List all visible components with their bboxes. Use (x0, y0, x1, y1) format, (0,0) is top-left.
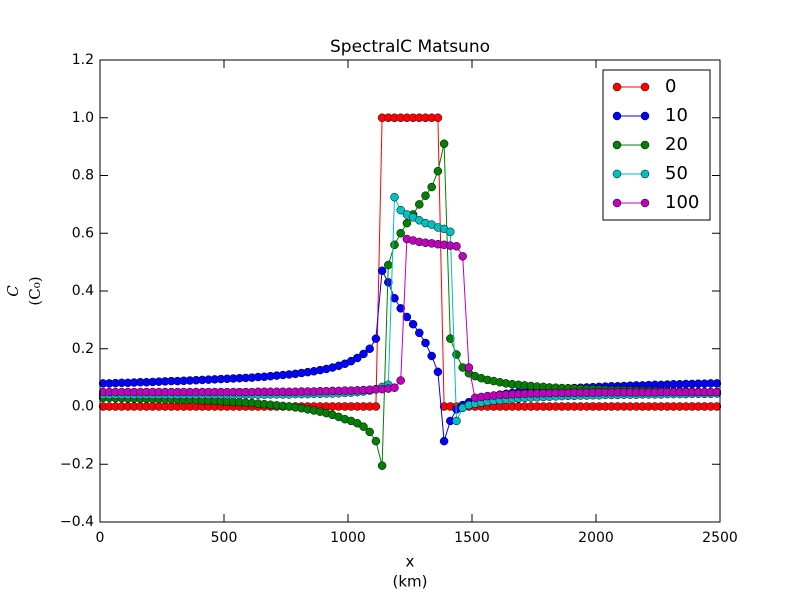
y-tick-label: 0.6 (72, 225, 94, 241)
data-point (377, 461, 387, 470)
legend-marker (640, 111, 650, 121)
y-axis-label: C (4, 285, 22, 297)
data-point (384, 260, 393, 270)
data-point (402, 218, 412, 228)
x-tick-label: 500 (211, 530, 238, 546)
data-point (427, 182, 436, 192)
y-tick-label: −0.2 (60, 456, 94, 472)
y-tick-label: −0.4 (60, 514, 94, 530)
data-point (415, 200, 424, 209)
data-point (712, 379, 722, 388)
data-point (427, 351, 436, 361)
data-point (446, 227, 455, 237)
data-point (421, 191, 430, 200)
y-tick-label: 0.8 (72, 168, 94, 184)
legend-label: 0 (665, 76, 676, 97)
y-tick-label: 0.0 (72, 399, 94, 415)
data-point (390, 192, 399, 202)
data-point (390, 240, 399, 250)
data-point (396, 376, 405, 385)
data-point (396, 304, 405, 313)
legend-marker (640, 169, 650, 179)
chart-title: SpectralC Matsuno (330, 37, 490, 57)
x-axis-label: x (406, 553, 415, 571)
data-point (365, 427, 374, 437)
data-point (712, 402, 722, 411)
data-point (439, 436, 449, 446)
legend-label: 10 (665, 105, 688, 126)
data-point (365, 344, 374, 353)
data-point (371, 334, 381, 343)
data-point (359, 422, 368, 431)
data-point (390, 293, 399, 303)
data-point (452, 350, 461, 359)
x-tick-label: 0 (96, 530, 105, 546)
legend-marker (612, 82, 622, 92)
data-point (390, 383, 399, 392)
data-point (396, 229, 405, 238)
legend-label: 50 (665, 163, 688, 184)
plot-frame (99, 59, 721, 523)
data-point (464, 363, 474, 372)
data-point (415, 328, 424, 338)
data-point (458, 252, 467, 261)
x-tick-label: 1000 (330, 530, 366, 546)
data-point (353, 353, 362, 363)
y-tick-label: 1.0 (72, 110, 94, 126)
data-point (433, 113, 443, 122)
data-point (421, 338, 430, 348)
y-tick-label: 0.2 (72, 341, 94, 357)
y-axis-label: (C₀) (26, 276, 44, 305)
legend-marker (612, 198, 622, 208)
x-axis-label: (km) (392, 573, 427, 591)
data-point (452, 241, 461, 251)
x-tick-label: 1500 (454, 530, 490, 546)
legend-label: 100 (665, 192, 699, 213)
data-point (396, 205, 405, 215)
legend-label: 20 (665, 134, 688, 155)
y-tick-label: 1.2 (72, 52, 94, 68)
data-point (408, 319, 418, 329)
data-point (446, 334, 455, 343)
data-point (371, 436, 381, 446)
legend-marker (640, 198, 650, 208)
data-point (371, 402, 381, 411)
data-point (377, 266, 387, 276)
data-point (402, 312, 412, 322)
legend-marker (640, 140, 650, 150)
legend-marker (612, 111, 622, 121)
x-tick-label: 2500 (702, 530, 738, 546)
legend-marker (640, 82, 650, 92)
data-point (712, 387, 722, 397)
data-point (433, 367, 443, 377)
data-point (359, 349, 368, 359)
data-point (439, 139, 449, 148)
x-tick-label: 2000 (578, 530, 614, 546)
legend-marker (612, 169, 622, 179)
data-point (452, 416, 461, 426)
data-point (433, 166, 443, 176)
y-tick-label: 0.4 (72, 283, 94, 299)
legend-marker (612, 140, 622, 150)
